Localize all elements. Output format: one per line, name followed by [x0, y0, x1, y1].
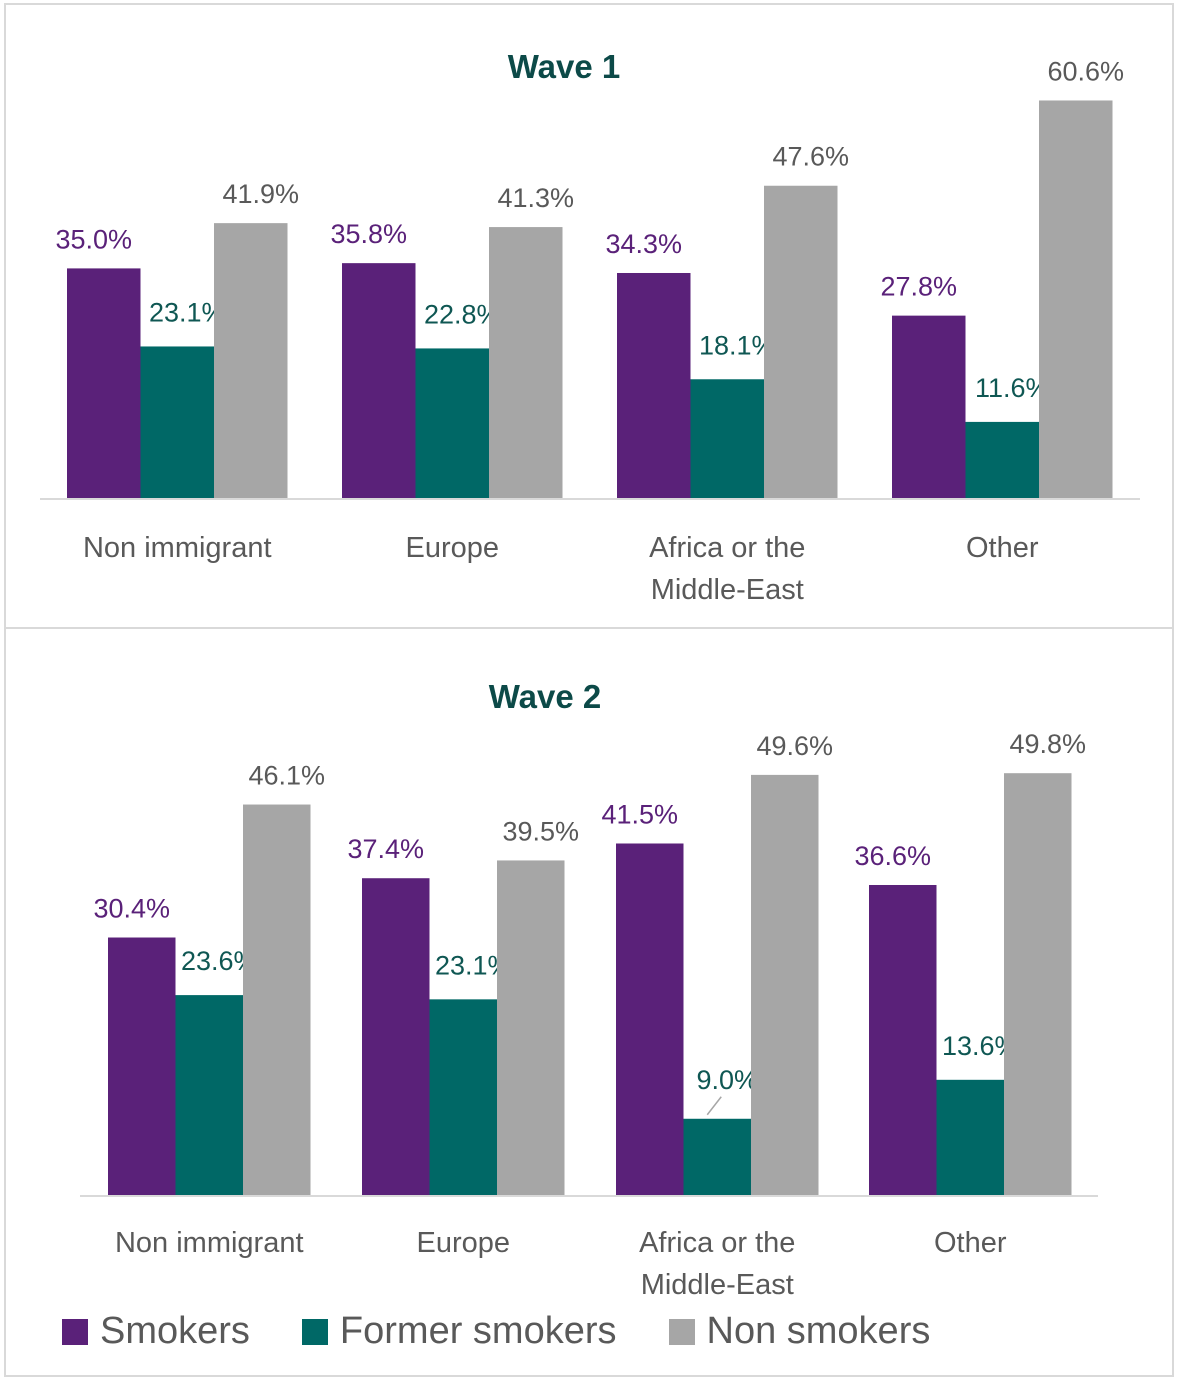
- bar-smokers-2: [342, 263, 416, 498]
- category-label-3: Africa or the: [649, 532, 805, 564]
- legend-swatch-former-smokers: [301, 1318, 328, 1345]
- bar-non-smokers-3: [751, 774, 819, 1195]
- data-label-former-smokers-4: 11.6%: [975, 373, 1050, 403]
- data-label-smokers-3: 41.5%: [601, 799, 678, 829]
- data-label-non-smokers-1: 41.9%: [222, 179, 299, 209]
- bar-smokers-1: [67, 268, 141, 498]
- category-label-4: Other: [966, 532, 1039, 564]
- chart-frame: [4, 3, 1174, 1377]
- legend: Smokers Former smokers Non smokers: [62, 1310, 982, 1353]
- data-label-smokers-2: 35.8%: [330, 219, 407, 249]
- category-label-2: Europe: [416, 1227, 510, 1259]
- category-label-1: Non immigrant: [83, 532, 272, 564]
- bar-non-smokers-4: [1039, 100, 1113, 499]
- data-label-former-smokers-3: 18.1%: [699, 330, 776, 360]
- data-label-former-smokers-1: 23.1%: [149, 297, 226, 327]
- bar-non-smokers-1: [243, 804, 311, 1195]
- bar-non-smokers-2: [497, 860, 565, 1195]
- data-label-non-smokers-4: 60.6%: [1047, 56, 1124, 86]
- bar-former-smokers-2: [415, 348, 489, 498]
- chart-title-wave-1: Wave 1: [508, 48, 621, 85]
- category-label-1: Non immigrant: [115, 1227, 304, 1259]
- bar-former-smokers-2: [429, 999, 497, 1195]
- legend-item-former-smokers: Former smokers: [301, 1310, 617, 1353]
- bar-non-smokers-3: [764, 185, 838, 498]
- legend-item-non-smokers: Non smokers: [668, 1310, 931, 1353]
- bar-former-smokers-4: [936, 1079, 1004, 1195]
- legend-swatch-smokers: [62, 1318, 88, 1345]
- bar-smokers-4: [869, 884, 937, 1195]
- category-label-3: Middle-East: [651, 574, 804, 606]
- data-label-smokers-1: 30.4%: [93, 894, 170, 924]
- data-label-smokers-4: 27.8%: [880, 272, 957, 302]
- data-label-non-smokers-3: 49.6%: [756, 731, 833, 761]
- legend-label-smokers: Smokers: [100, 1310, 250, 1352]
- data-label-smokers-4: 36.6%: [854, 841, 931, 871]
- data-label-former-smokers-2: 22.8%: [424, 299, 501, 329]
- data-label-non-smokers-2: 41.3%: [497, 183, 574, 213]
- panel-divider: [4, 627, 1174, 629]
- data-label-non-smokers-3: 47.6%: [772, 142, 849, 172]
- data-label-non-smokers-2: 39.5%: [502, 816, 579, 846]
- bar-smokers-4: [892, 315, 966, 498]
- legend-label-former-smokers: Former smokers: [339, 1310, 617, 1352]
- bar-non-smokers-2: [489, 227, 563, 498]
- data-label-smokers-3: 34.3%: [605, 229, 682, 259]
- category-label-3: Africa or the: [639, 1227, 795, 1259]
- legend-label-non-smokers: Non smokers: [706, 1310, 931, 1352]
- bar-smokers-3: [616, 843, 684, 1195]
- bar-smokers-1: [108, 937, 176, 1195]
- bar-former-smokers-4: [965, 421, 1039, 498]
- bar-non-smokers-1: [214, 223, 288, 499]
- data-label-smokers-2: 37.4%: [347, 834, 424, 864]
- data-label-former-smokers-3: 9.0%: [696, 1065, 758, 1095]
- bar-non-smokers-4: [1004, 773, 1072, 1195]
- data-label-non-smokers-1: 46.1%: [248, 761, 325, 791]
- data-label-non-smokers-4: 49.8%: [1009, 729, 1086, 759]
- chart-title-wave-2: Wave 2: [489, 678, 602, 715]
- bar-former-smokers-3: [683, 1118, 751, 1195]
- bar-smokers-3: [617, 272, 691, 498]
- bar-smokers-2: [362, 878, 430, 1195]
- category-label-2: Europe: [405, 532, 499, 564]
- bar-former-smokers-1: [140, 346, 214, 498]
- bar-former-smokers-1: [175, 995, 243, 1195]
- bar-former-smokers-3: [690, 379, 764, 498]
- leader-line-former-smokers: [706, 1096, 722, 1116]
- legend-item-smokers: Smokers: [62, 1310, 250, 1353]
- category-label-3: Middle-East: [641, 1269, 794, 1301]
- category-label-4: Other: [934, 1227, 1007, 1259]
- data-label-smokers-1: 35.0%: [55, 224, 132, 254]
- legend-swatch-non-smokers: [668, 1318, 695, 1345]
